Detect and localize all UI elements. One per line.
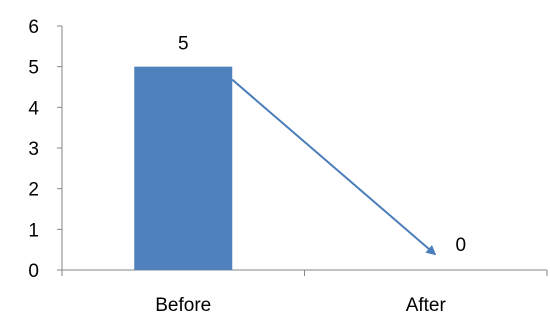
y-tick-label: 6 — [28, 17, 39, 38]
y-tick-label: 0 — [28, 261, 39, 282]
data-label: 5 — [178, 34, 189, 55]
y-tick-label: 3 — [28, 139, 39, 160]
bar-before — [134, 66, 233, 271]
x-tick-label: Before — [155, 295, 211, 316]
y-tick-label: 5 — [28, 58, 39, 79]
data-label: 0 — [455, 235, 466, 256]
y-tick-label: 1 — [28, 220, 39, 241]
y-axis: 0 1 2 3 4 5 6 — [28, 17, 63, 282]
annotation-arrow — [231, 78, 437, 256]
annotation — [231, 78, 437, 256]
bars — [134, 66, 233, 271]
y-tick-label: 4 — [28, 98, 39, 119]
data-labels: 50 — [178, 34, 466, 256]
x-axis: Before After — [61, 269, 548, 316]
x-tick-label: After — [406, 295, 447, 316]
y-tick-label: 2 — [28, 180, 39, 201]
